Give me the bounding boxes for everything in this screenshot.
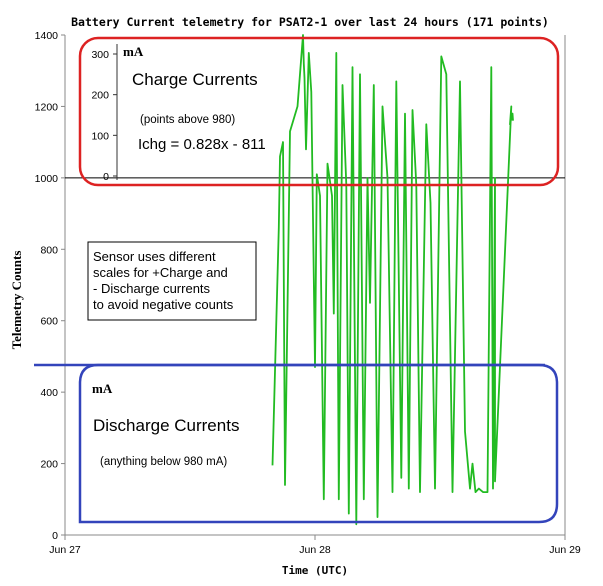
sensor-note-line-2: scales for +Charge and <box>93 265 228 280</box>
charge-box-subtitle: (points above 980) <box>140 114 235 126</box>
sensor-note-line-3: - Discharge currents <box>93 281 211 296</box>
x-tick-label: Jun 29 <box>549 544 581 556</box>
charge-box-title: Charge Currents <box>132 70 258 89</box>
y-tick-label: 400 <box>40 387 58 399</box>
y-tick-group: 0 200 400 600 800 1000 1200 1400 <box>35 30 65 542</box>
x-tick-label: Jun 28 <box>299 544 331 556</box>
sensor-note-line-4: to avoid negative counts <box>93 297 234 312</box>
discharge-box <box>78 363 559 524</box>
y-tick-label: 1400 <box>35 30 59 42</box>
inset-tick-label: 0 <box>103 171 109 183</box>
charge-box-equation: Ichg = 0.828x - 811 <box>138 136 266 153</box>
discharge-box-unit: mA <box>92 381 113 396</box>
sensor-note-line-1: Sensor uses different <box>93 249 216 264</box>
discharge-box-title: Discharge Currents <box>93 416 239 435</box>
charge-inset-ticks: 300 200 100 0 <box>91 49 117 183</box>
inset-tick-label: 200 <box>91 90 109 102</box>
chart-title: Battery Current telemetry for PSAT2-1 ov… <box>71 15 549 29</box>
charge-box <box>78 36 560 187</box>
battery-current-series-line <box>271 34 514 526</box>
discharge-currents-annotation: mA Discharge Currents (anything below 98… <box>34 363 559 524</box>
x-tick-group: Jun 27 Jun 28 Jun 29 <box>49 535 581 556</box>
y-tick-label: 1200 <box>35 101 59 113</box>
inset-tick-label: 100 <box>91 130 109 142</box>
discharge-box-subtitle: (anything below 980 mA) <box>100 456 227 468</box>
y-tick-label: 600 <box>40 316 58 328</box>
y-tick-label: 800 <box>40 244 58 256</box>
y-tick-label: 200 <box>40 459 58 471</box>
x-axis-label: Time (UTC) <box>282 564 348 577</box>
charge-box-unit: mA <box>123 44 144 59</box>
sensor-note-box <box>87 241 257 321</box>
y-tick-label: 1000 <box>35 173 59 185</box>
sensor-note-annotation: Sensor uses different scales for +Charge… <box>87 241 257 321</box>
x-tick-label: Jun 27 <box>49 544 81 556</box>
y-axis-label: Telemetry Counts <box>9 251 24 350</box>
y-tick-label: 0 <box>52 530 58 542</box>
inset-tick-label: 300 <box>91 49 109 61</box>
charge-currents-annotation: 300 200 100 0 mA Charge Currents (points ab… <box>78 36 560 187</box>
